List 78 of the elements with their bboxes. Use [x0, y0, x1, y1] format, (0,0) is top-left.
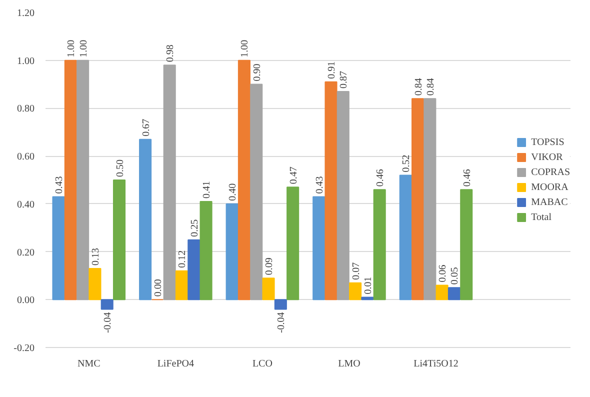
legend-label: VIKOR — [531, 152, 563, 162]
data-label: 0.43 — [54, 176, 66, 194]
data-label: 0.90 — [252, 64, 263, 82]
y-tick-label: 0.60 — [17, 152, 34, 163]
data-label: 0.46 — [375, 169, 386, 187]
data-label: 0.09 — [264, 258, 276, 276]
bar — [188, 239, 200, 300]
bar — [373, 189, 386, 300]
bar — [424, 98, 436, 300]
bar — [76, 60, 90, 300]
data-label: 0.67 — [140, 118, 152, 136]
data-label: 0.91 — [326, 61, 338, 79]
data-label: -0.04 — [102, 312, 114, 334]
bar — [139, 138, 152, 300]
bar — [100, 299, 114, 310]
bar — [274, 299, 287, 310]
bar — [250, 84, 263, 300]
data-label: 0.84 — [413, 78, 424, 96]
y-tick-label: 0.00 — [17, 295, 34, 306]
legend-label: COPRAS — [531, 166, 570, 178]
bar — [460, 189, 473, 300]
data-label: 0.46 — [462, 169, 473, 187]
bar — [312, 196, 326, 300]
x-tick-label: NMC — [77, 358, 101, 370]
x-tick-label: LiFePO4 — [157, 358, 194, 370]
data-label: 0.12 — [177, 250, 188, 268]
bar — [88, 268, 102, 300]
bar — [238, 60, 250, 300]
data-label: 0.41 — [202, 181, 213, 199]
data-label: -0.04 — [276, 312, 288, 334]
data-label: 0.01 — [362, 276, 374, 294]
bar — [361, 296, 374, 300]
legend-label: MOORA — [531, 182, 568, 192]
x-tick-label: Li4Ti5O12 — [414, 358, 458, 370]
data-label: 0.25 — [189, 219, 200, 237]
bar — [324, 81, 338, 300]
data-label: 0.13 — [90, 248, 102, 266]
bar — [163, 64, 176, 300]
bar — [448, 287, 460, 300]
bar — [286, 186, 300, 300]
bar — [336, 90, 350, 300]
data-label: 0.43 — [314, 176, 326, 194]
legend-label: MABAC — [531, 196, 568, 208]
bar — [226, 203, 238, 300]
y-tick-label: -0.20 — [14, 343, 35, 354]
data-label: 0.98 — [165, 44, 176, 62]
data-label: 0.07 — [350, 262, 362, 280]
data-label: 1.00 — [66, 40, 78, 58]
bar — [436, 284, 448, 300]
bar — [112, 180, 126, 300]
x-tick-label: LCO — [252, 358, 272, 370]
bar — [200, 201, 212, 300]
legend-label: TOPSIS — [531, 136, 564, 148]
bar — [399, 174, 412, 300]
y-tick-label: 0.40 — [17, 199, 34, 210]
data-label: 0.00 — [152, 279, 164, 297]
data-label: 1.00 — [240, 40, 251, 58]
data-label: 0.87 — [338, 70, 350, 88]
y-tick-label: 0.20 — [17, 247, 34, 258]
data-label: 0.47 — [288, 166, 300, 184]
bar — [175, 270, 188, 300]
data-label: 0.84 — [425, 78, 436, 96]
bar — [349, 282, 362, 300]
data-label: 0.40 — [228, 183, 239, 201]
bar — [412, 98, 424, 300]
x-tick-label: LMO — [338, 358, 360, 370]
data-label: 0.50 — [114, 160, 126, 177]
bar — [64, 60, 77, 300]
y-tick-label: 1.20 — [17, 8, 34, 19]
bar — [52, 196, 65, 300]
y-tick-label: 0.80 — [17, 104, 34, 115]
legend-label: Total — [531, 212, 552, 222]
y-tick-label: 1.00 — [17, 56, 34, 67]
data-label: 0.05 — [450, 267, 461, 285]
data-label: 0.52 — [401, 154, 412, 172]
data-label: 0.06 — [438, 264, 449, 282]
data-label: 1.00 — [78, 40, 90, 58]
bar — [262, 278, 275, 300]
